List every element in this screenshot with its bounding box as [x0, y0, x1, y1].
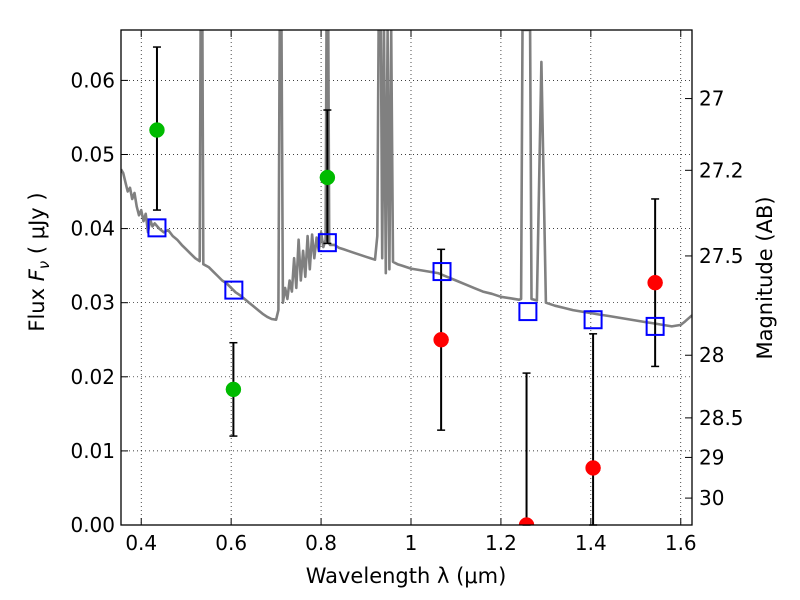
model-spectrum-line	[121, 30, 692, 328]
y-tick-label: 0.01	[70, 439, 115, 463]
x-tick-label: 1.4	[575, 531, 607, 555]
tick-labels: 0.4 0.6 0.8 1 1.2 1.4 1.6 0.00 0.01 0.02 0.03 0.04 0…	[70, 68, 743, 555]
axis-ticks	[121, 30, 692, 526]
y2-tick-label: 27	[699, 87, 724, 111]
x-tick-label: 0.4	[125, 531, 157, 555]
x-axis-label: Wavelength λ (μm)	[306, 564, 507, 588]
y-axis-label-symbol: F	[25, 268, 49, 281]
observed-point-red	[585, 460, 601, 476]
y-axis-label-suffix: ( μJy )	[25, 192, 49, 260]
x-tick-label: 1	[405, 531, 418, 555]
x-tick-label: 0.8	[305, 531, 337, 555]
grid-lines	[121, 30, 692, 526]
observed-point-green	[319, 169, 336, 186]
model-photometry-square	[224, 280, 244, 300]
y-tick-label: 0.04	[70, 217, 115, 241]
model-photometry-square	[147, 218, 167, 238]
y2-tick-label: 27.2	[699, 158, 744, 182]
y2-tick-label: 29	[699, 445, 724, 469]
y-axis-label: Flux Fν ( μJy )	[25, 192, 53, 331]
observed-point-green	[149, 122, 165, 138]
plot-frame	[120, 29, 693, 526]
y-tick-label: 0.05	[70, 142, 115, 166]
observed-point-red	[433, 331, 449, 348]
y-tick-label: 0.02	[70, 365, 115, 389]
model-photometry-square	[583, 310, 603, 330]
observed-point-green	[225, 381, 242, 398]
model-photometry-square	[317, 233, 337, 253]
y-axis-label-subscript: ν	[35, 261, 53, 269]
x-tick-label: 0.6	[215, 531, 247, 555]
y-tick-label: 0.00	[70, 513, 115, 537]
x-tick-label: 1.2	[485, 531, 517, 555]
y2-axis-label: Magnitude (AB)	[753, 196, 777, 359]
y-axis-label-prefix: Flux	[25, 281, 49, 331]
y-tick-label: 0.03	[70, 291, 115, 315]
model-photometry-square	[645, 316, 665, 336]
model-photometry-square	[432, 262, 452, 282]
y2-tick-label: 27.5	[699, 244, 744, 268]
model-spectrum-layer	[121, 30, 692, 328]
y2-tick-label: 28	[699, 343, 724, 367]
x-tick-label: 1.6	[665, 531, 697, 555]
y2-tick-label: 30	[699, 486, 724, 510]
observed-point-red	[518, 517, 535, 525]
error-bars-layer	[152, 46, 660, 526]
y-tick-label: 0.06	[70, 68, 115, 92]
markers-layer	[147, 122, 665, 525]
observed-point-red	[647, 274, 663, 291]
model-photometry-square	[518, 302, 538, 322]
y2-tick-label: 28.5	[699, 406, 744, 430]
